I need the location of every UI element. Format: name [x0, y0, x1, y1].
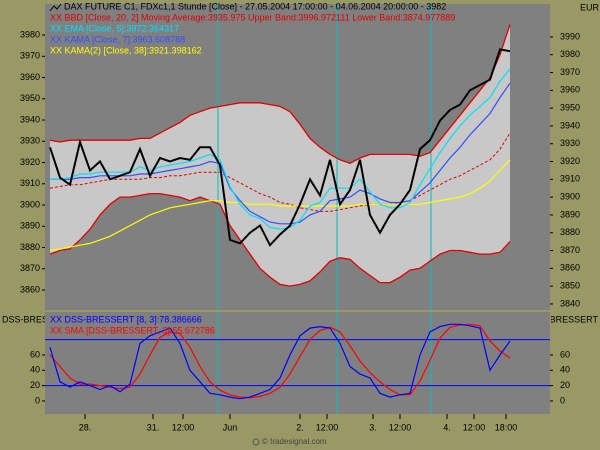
y2-tick-label: 3920 [560, 156, 580, 166]
legend-entry: XX SMA [DSS-BRESSERT, 3]:55.672786 [50, 325, 215, 335]
y2-tick-label: 40 [560, 365, 570, 375]
y2-tick-label: 3890 [560, 209, 580, 219]
series-line [49, 323, 511, 399]
upper-chart: 3860 3870 3880 3890 3900 3910 3920 3930 3940 3950… [20, 4, 580, 310]
x-tick-label: Jun [223, 422, 238, 432]
y-tick-label: 3870 [20, 263, 40, 273]
y2-tick-label: 3880 [560, 227, 580, 237]
y-tick-label: 60 [30, 349, 40, 359]
y-tick-label: 40 [30, 365, 40, 375]
y2-tick-label: 3870 [560, 245, 580, 255]
y2-tick-label: 3930 [560, 138, 580, 148]
legend-entry: XX KAMA(2) [Close, 38]:3921.398162 [50, 45, 202, 55]
price-line [49, 48, 511, 247]
x-tick-label: 12:00 [389, 422, 412, 432]
x-tick-label: 3. [369, 422, 377, 432]
chart-title: DAX FUTURE C1, FDXc1,1 Stunde [Close] - … [64, 1, 446, 11]
panel-label-right: DSS-BRESSERT [528, 314, 598, 324]
y2-tick-label: 20 [560, 380, 570, 390]
series-line [50, 68, 511, 230]
y2-tick-label: 3960 [560, 85, 580, 95]
x-tick-label: 18:00 [495, 422, 518, 432]
x-tick-label: 28. [79, 422, 92, 432]
y2-tick-label: 3850 [560, 281, 580, 291]
y2-tick-label: 0 [560, 395, 565, 405]
y-tick-label: 3960 [20, 72, 40, 82]
y-tick-label: 3930 [20, 136, 40, 146]
y-tick-label: 0 [35, 395, 40, 405]
lower-band [49, 192, 511, 287]
legend-entry: XX DSS-BRESSERT [8, 3]:78.386666 [50, 314, 202, 324]
y2-tick-label: 3910 [560, 174, 580, 184]
upper-band [49, 24, 511, 165]
panel-label-left: DSS-BRESSERT [2, 314, 72, 324]
y2-tick-label: 3980 [560, 49, 580, 59]
series-line [49, 323, 511, 400]
y-tick-label: 3900 [20, 199, 40, 209]
footer: © tradesignal.com [262, 437, 327, 446]
y-tick-label: 3940 [20, 114, 40, 124]
legend-entry: XX BBD [Close, 20, 2] Moving Average:393… [50, 12, 455, 22]
legend-entry: XX EMA [Close, 5]:3972.364317 [50, 23, 179, 33]
currency: EUR [580, 2, 600, 12]
y-tick-label: 3880 [20, 242, 40, 252]
x-tick-label: 2. [296, 422, 304, 432]
lower-chart: 0 20 40 60 0 20 40 60 XX DSS-BRESSERT [8, 3]:78.… [2, 312, 598, 414]
lower-panel [45, 312, 550, 414]
y-tick-label: 3910 [20, 178, 40, 188]
footer-icon [252, 438, 260, 446]
y-tick-label: 3950 [20, 93, 40, 103]
x-tick-label: 12:00 [172, 422, 195, 432]
y2-tick-label: 3940 [560, 120, 580, 130]
y2-tick-label: 3950 [560, 103, 580, 113]
y2-tick-label: 3860 [560, 263, 580, 273]
x-tick-label: 12:00 [463, 422, 486, 432]
series-line [50, 82, 511, 225]
y-tick-label: 3980 [20, 29, 40, 39]
y-tick-label: 3860 [20, 284, 40, 294]
x-tick-label: 31. [147, 422, 160, 432]
y2-tick-label: 60 [560, 349, 570, 359]
x-tick-label: 12:00 [316, 422, 339, 432]
series-line [49, 159, 511, 252]
legend-entry: XX KAMA [Close, 7]:3963.608788 [50, 34, 185, 44]
x-tick-label: 4. [443, 422, 451, 432]
y-tick-label: 3920 [20, 157, 40, 167]
title-icon [49, 3, 62, 12]
y2-tick-label: 3990 [560, 31, 580, 41]
y2-tick-label: 3900 [560, 192, 580, 202]
y2-tick-label: 3840 [560, 298, 580, 308]
y2-tick-label: 3970 [560, 67, 580, 77]
y-tick-label: 3970 [20, 51, 40, 61]
y-tick-label: 3890 [20, 221, 40, 231]
y-tick-label: 20 [30, 380, 40, 390]
band-fill [50, 24, 510, 287]
middle-band [49, 132, 511, 212]
